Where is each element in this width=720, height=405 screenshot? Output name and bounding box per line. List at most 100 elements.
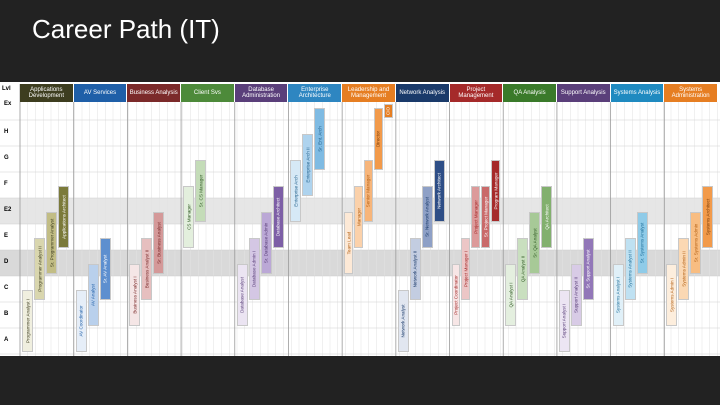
- job-title-box: Senior Manager: [364, 159, 373, 222]
- job-title-label: Programmer Analyst I: [25, 298, 30, 343]
- job-title-box: Programmer Analyst II: [34, 237, 45, 300]
- level-label: H: [4, 129, 9, 135]
- job-title-label: Systems Admin I: [669, 277, 675, 312]
- job-title-label: Network Architect: [436, 172, 442, 209]
- level-label: E: [4, 233, 9, 239]
- job-title-label: Sr. Ent. Arch: [317, 126, 323, 152]
- column-header: AV Services: [73, 84, 128, 102]
- job-title-label: Project Manager I: [463, 250, 469, 287]
- level-column-header: Lvl: [2, 86, 11, 92]
- job-title-box: Sr. Project Manager: [481, 185, 491, 248]
- career-path-matrix: Lvl Applications Development AV Services B…: [0, 82, 720, 356]
- job-title-label: Systems Architect: [705, 198, 711, 236]
- job-title-label: Network Analyst: [400, 304, 406, 338]
- job-title-box: Applications Architect: [58, 185, 69, 248]
- job-title-box: QA Analyst I: [505, 263, 517, 326]
- job-title-label: Business Analyst I: [132, 276, 138, 314]
- column-header: Database Administration: [234, 84, 289, 102]
- job-title-box: Project Manager I: [461, 237, 471, 300]
- column-header: Client Svs: [181, 84, 235, 102]
- column-header: Leadership and Management: [342, 84, 396, 102]
- job-title-box: Network Analyst II: [409, 237, 421, 300]
- slide-title: Career Path (IT): [32, 14, 220, 44]
- level-label: A: [4, 337, 9, 343]
- job-title-label: Business Analyst II: [144, 249, 150, 289]
- job-title-label: AV Coordinator: [78, 305, 84, 337]
- job-title-label: Sr. CS Manager: [198, 174, 204, 208]
- job-title-box: CS Manager: [183, 185, 195, 248]
- job-title-label: Director: [375, 130, 381, 147]
- job-title-label: QA Architect: [544, 204, 550, 230]
- job-title-label: Support Analyst II: [573, 276, 579, 313]
- job-title-label: Programmer Analyst II: [37, 246, 42, 292]
- job-title-box: Network Analyst: [397, 289, 409, 352]
- level-label: G: [4, 155, 9, 161]
- job-title-box: Sr. AV Analyst: [99, 237, 111, 300]
- job-title-box: Enterprise Arch: [290, 159, 302, 222]
- job-title-label: Sr. QA Analyst: [532, 228, 538, 258]
- job-title-box: Systems Admin II: [678, 237, 690, 300]
- job-title-box: Sr. Programmer Analyst: [46, 211, 57, 274]
- job-title-box: Enterprise Arch II: [302, 133, 314, 196]
- job-title-box: Programmer Analyst I: [22, 289, 33, 352]
- job-title-label: AV Analyst: [90, 283, 96, 306]
- level-label: B: [4, 311, 9, 317]
- job-title-label: Sr. Database Admin: [263, 222, 269, 264]
- job-title-box: Sr. Database Admin: [260, 211, 272, 274]
- job-title-label: Sr. Network Analyst: [424, 196, 430, 237]
- job-title-box: Systems Analyst I: [612, 263, 624, 326]
- level-band-d: [0, 250, 720, 276]
- job-title-label: Sr. Support Analyst: [585, 249, 591, 289]
- job-title-label: Sr. Systems Admin: [693, 223, 699, 263]
- job-title-box: Support Analyst II: [570, 263, 582, 326]
- job-title-box: Database Analyst: [236, 263, 248, 326]
- job-title-label: Sr. Business Analyst: [156, 221, 162, 264]
- level-label: E2: [4, 207, 12, 213]
- column-header: QA Analysis: [503, 84, 557, 102]
- job-title-label: Database Architect: [275, 197, 281, 237]
- job-title-label: Systems Analyst II: [627, 250, 633, 288]
- job-title-label: Project Manager: [473, 199, 479, 234]
- column-header: Project Management: [449, 84, 504, 102]
- job-title-box: Database Admin I: [248, 237, 260, 300]
- level-label: D: [4, 259, 9, 265]
- column-header: Business Analysis: [127, 84, 182, 102]
- job-title-box: AV Analyst: [87, 263, 99, 326]
- job-title-label: Database Admin I: [251, 250, 257, 287]
- job-title-box: QA Architect: [541, 185, 553, 248]
- job-title-box: Project Manager: [471, 185, 481, 248]
- job-title-label: Sr. Project Manager: [483, 196, 489, 238]
- job-title-box: Systems Analyst II: [624, 237, 636, 300]
- job-title-label: Sr. Systems Analyst: [639, 222, 645, 264]
- job-title-box: Sr. Systems Admin: [690, 211, 702, 274]
- job-title-box: Business Analyst I: [129, 263, 141, 326]
- job-title-label: Systems Analyst I: [615, 276, 621, 313]
- job-title-label: QA Analyst II: [520, 255, 526, 282]
- job-title-label: Project Coordinator: [453, 274, 459, 315]
- job-title-label: Program Manager: [493, 172, 499, 210]
- job-title-box: Support Analyst I: [558, 289, 570, 352]
- job-title-box: QA Analyst II: [517, 237, 529, 300]
- job-title-box: Network Architect: [433, 159, 445, 222]
- job-title-box: Sr. Network Analyst: [421, 185, 433, 248]
- job-title-box: Sr. Support Analyst: [582, 237, 594, 300]
- job-title-label: Support Analyst I: [561, 303, 567, 339]
- job-title-label: Applications Architect: [61, 194, 66, 239]
- job-title-box: Team Lead: [344, 211, 354, 274]
- job-title-box: Project Coordinator: [451, 263, 461, 326]
- level-label: C: [4, 285, 9, 291]
- job-title-box: Business Analyst II: [141, 237, 153, 300]
- job-title-label: Database Analyst: [239, 276, 245, 313]
- job-title-label: Network Analyst II: [412, 250, 418, 288]
- column-header: Systems Analysis: [610, 84, 665, 102]
- job-title-box: Sr. Systems Analyst: [636, 211, 648, 274]
- column-header: Systems Administration: [664, 84, 718, 102]
- level-label: Ex: [4, 101, 12, 107]
- job-title-label: Sr. Programmer Analyst: [49, 218, 54, 268]
- column-header: Support Analysis: [556, 84, 611, 102]
- job-title-label: Team Lead: [346, 231, 352, 255]
- job-title-label: QA Analyst I: [508, 282, 514, 308]
- job-title-box: CIO: [383, 104, 393, 118]
- job-title-box: Sr. Ent. Arch: [314, 107, 326, 170]
- job-title-box: Sr. CS Manager: [195, 159, 207, 222]
